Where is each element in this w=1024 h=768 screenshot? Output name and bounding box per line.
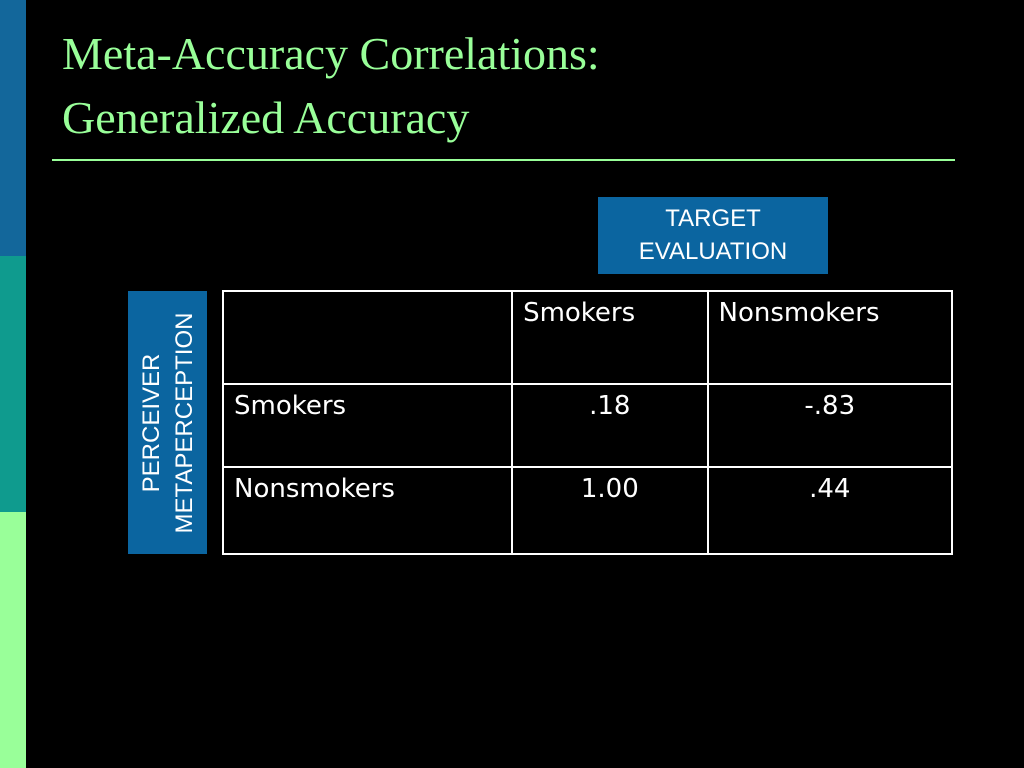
label-line: TARGET — [665, 205, 761, 232]
cell: .18 — [511, 383, 709, 468]
title-line: Meta-Accuracy Correlations: — [62, 28, 600, 79]
corner-cell — [221, 290, 514, 385]
title-rule — [52, 159, 955, 161]
row-header: Smokers — [221, 383, 514, 468]
side-stripe — [0, 0, 26, 256]
header-cell: Smokers — [511, 290, 709, 385]
table: Smokers Nonsmokers Smokers .18 -.83 Nons… — [221, 290, 954, 555]
label-line: EVALUATION — [638, 238, 788, 265]
side-stripe — [0, 256, 26, 512]
cell: .44 — [706, 466, 954, 555]
cell: -.83 — [706, 383, 954, 468]
label-line: PERCEIVER — [137, 353, 165, 492]
row: Nonsmokers 1.00 .44 — [221, 466, 954, 555]
label-line: METAPERCEPTION — [170, 312, 198, 533]
header-cell: Nonsmokers — [706, 290, 954, 385]
row-header: Nonsmokers — [221, 466, 514, 555]
column-label: TARGET EVALUATION — [598, 197, 828, 274]
title-line: Generalized Accuracy — [62, 92, 470, 143]
row-label: PERCEIVER METAPERCEPTION — [128, 291, 207, 554]
row: Smokers .18 -.83 — [221, 383, 954, 468]
side-stripe — [0, 512, 26, 768]
header-row: Smokers Nonsmokers — [221, 290, 954, 385]
cell: 1.00 — [511, 466, 709, 555]
title: Meta-Accuracy Correlations: Generalized … — [62, 22, 600, 150]
row-label-text: PERCEIVER METAPERCEPTION — [135, 291, 201, 554]
